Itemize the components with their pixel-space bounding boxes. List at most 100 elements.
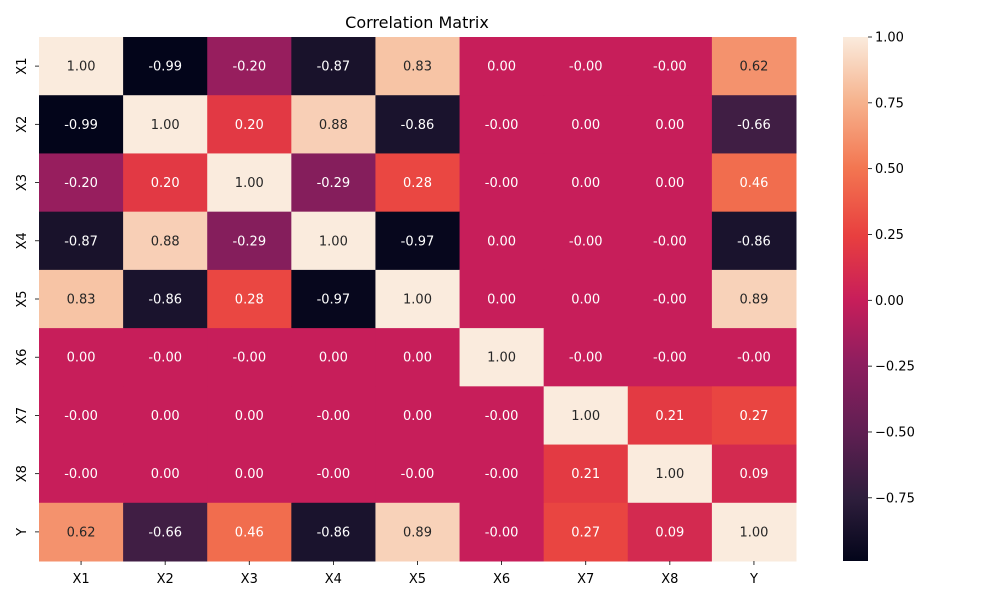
heatmap-cell — [123, 328, 208, 387]
heatmap-cell — [39, 37, 124, 96]
cell-value-label: 1.00 — [319, 234, 348, 249]
cell-value-label: -0.00 — [653, 234, 687, 249]
cell-value-label: -0.86 — [317, 525, 351, 540]
cell-value-label: 1.00 — [67, 60, 96, 75]
x-tick-label: X4 — [325, 572, 342, 587]
cell-value-label: 0.88 — [151, 234, 180, 249]
chart-title: Correlation Matrix — [345, 13, 489, 32]
heatmap-cell — [543, 37, 629, 96]
heatmap-cell — [459, 502, 545, 562]
cell-value-label: 0.00 — [487, 293, 516, 308]
cell-value-label: -0.00 — [485, 409, 519, 424]
heatmap-cell — [123, 269, 208, 329]
heatmap-cell — [711, 37, 797, 96]
x-tick-label: X1 — [72, 572, 89, 587]
heatmap-cell — [459, 386, 545, 446]
heatmap-cell — [207, 502, 292, 562]
cell-value-label: 0.21 — [571, 467, 600, 482]
cell-value-label: -0.66 — [148, 525, 182, 540]
heatmap-cell — [711, 153, 797, 213]
heatmap-cell — [291, 153, 376, 213]
cell-value-label: 0.00 — [151, 409, 180, 424]
heatmap-cell — [207, 211, 292, 271]
heatmap-cell — [459, 328, 545, 387]
cell-value-label: 0.62 — [67, 525, 96, 540]
heatmap-cell — [207, 386, 292, 446]
heatmap-cell — [291, 211, 376, 271]
heatmap-cell — [459, 95, 545, 154]
y-tick-label: X6 — [15, 349, 30, 366]
cell-value-label: 1.00 — [235, 176, 264, 191]
heatmap-cell — [39, 328, 124, 387]
heatmap-cell — [543, 269, 629, 329]
colorbar-tick-label: 1.00 — [875, 31, 904, 46]
heatmap-cell — [291, 386, 376, 446]
cell-value-label: 0.00 — [151, 467, 180, 482]
cell-value-label: 0.00 — [655, 176, 684, 191]
cell-labels: 1.00 -0.99 -0.20 -0.87 0.83 0.00 -0.00 -0.00 0.6… — [64, 60, 771, 541]
cell-value-label: -0.66 — [737, 118, 771, 133]
heatmap-cell — [123, 444, 208, 504]
x-tick-label: X7 — [577, 572, 594, 587]
heatmap-cell — [711, 328, 797, 387]
y-tick-label: X7 — [15, 407, 30, 424]
heatmap-cell — [123, 386, 208, 446]
colorbar: 1.00 0.75 0.50 0.25 0.00 −0.25 −0.50 −0.75 — [843, 31, 915, 561]
cell-value-label: -0.00 — [485, 176, 519, 191]
heatmap-cell — [711, 502, 797, 562]
cell-value-label: -0.29 — [232, 234, 266, 249]
cell-value-label: 0.28 — [235, 293, 264, 308]
cell-value-label: 0.09 — [655, 525, 684, 540]
cell-value-label: 0.00 — [235, 409, 264, 424]
cell-value-label: -0.00 — [653, 60, 687, 75]
colorbar-tick-label: 0.00 — [875, 294, 904, 309]
cell-value-label: 0.00 — [235, 467, 264, 482]
cell-value-label: -0.99 — [148, 60, 182, 75]
cell-value-label: -0.00 — [317, 409, 351, 424]
cell-value-label: 0.89 — [739, 293, 768, 308]
colorbar-tick-label: 0.50 — [875, 162, 904, 177]
heatmap-cell — [207, 328, 292, 387]
heatmap-cell — [375, 95, 461, 154]
heatmap-cell — [207, 95, 292, 154]
cell-value-label: -0.00 — [64, 467, 98, 482]
x-tick-label: X8 — [661, 572, 678, 587]
heatmap-cell — [291, 269, 376, 329]
heatmap-cell — [459, 211, 545, 271]
cell-value-label: 0.00 — [403, 409, 432, 424]
heatmap-cell — [123, 153, 208, 213]
cell-value-label: 0.46 — [235, 525, 264, 540]
heatmap-cell — [291, 502, 376, 562]
heatmap-cell — [711, 444, 797, 504]
heatmap-cell — [207, 444, 292, 504]
heatmap-cell — [459, 153, 545, 213]
cell-value-label: 1.00 — [403, 293, 432, 308]
cell-value-label: 0.89 — [403, 525, 432, 540]
cell-value-label: 0.00 — [319, 351, 348, 366]
heatmap-cell — [627, 37, 713, 96]
heatmap-cell — [123, 95, 208, 154]
y-tick-label: X4 — [15, 232, 30, 249]
x-tick-label: Y — [749, 572, 758, 587]
cell-value-label: 0.83 — [403, 60, 432, 75]
heatmap-cell — [39, 269, 124, 329]
heatmap-cell — [375, 444, 461, 504]
heatmap-cell — [627, 444, 713, 504]
cell-value-label: 0.20 — [151, 176, 180, 191]
cell-value-label: -0.20 — [232, 60, 266, 75]
cell-value-label: 0.88 — [319, 118, 348, 133]
colorbar-tick-label: 0.25 — [875, 228, 904, 243]
y-tick-label: X3 — [15, 174, 30, 191]
heatmap-cell — [543, 444, 629, 504]
cell-value-label: -0.00 — [485, 118, 519, 133]
cell-value-label: -0.00 — [569, 60, 603, 75]
heatmap-cell — [711, 211, 797, 271]
cell-value-label: 0.21 — [655, 409, 684, 424]
cell-value-label: -0.87 — [317, 60, 351, 75]
cell-value-label: 0.46 — [739, 176, 768, 191]
heatmap-cell — [459, 37, 545, 96]
x-tick-label: X5 — [409, 572, 426, 587]
cell-value-label: -0.00 — [569, 234, 603, 249]
heatmap-cell — [627, 386, 713, 446]
